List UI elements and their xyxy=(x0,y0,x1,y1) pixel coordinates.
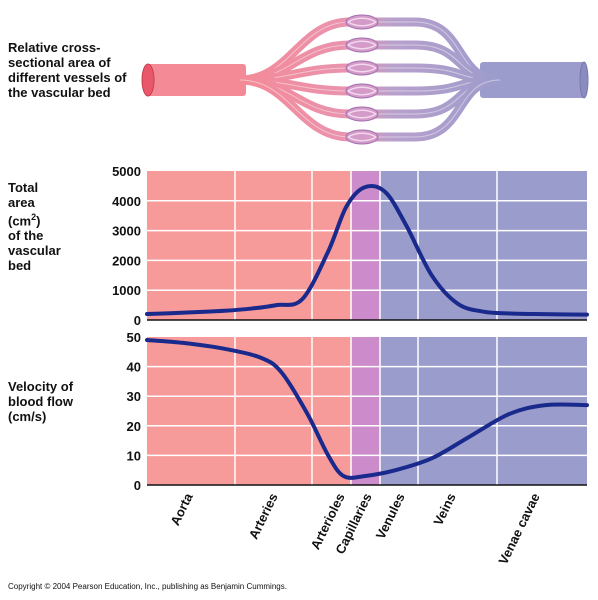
arterial-region xyxy=(147,171,351,320)
velocity-axis-label: Velocity of blood flow (cm/s) xyxy=(8,379,74,424)
y-tick-label-area: 5000 xyxy=(112,164,141,179)
y-tick-label-area: 2000 xyxy=(112,253,141,268)
area-label-line5: vascular xyxy=(8,243,61,259)
capillary-strand xyxy=(347,109,377,115)
area-label-superscript: 2 xyxy=(31,212,37,222)
y-tick-label-velocity: 20 xyxy=(127,419,141,434)
y-tick-label-velocity: 50 xyxy=(127,330,141,345)
vessel-branch-highlight xyxy=(239,44,501,81)
vessel-branch xyxy=(235,63,505,85)
capillary-strand xyxy=(347,67,377,73)
vessel-category-labels: Aorta Arteries ArteriolesCapillariesVenule… xyxy=(167,490,542,567)
area-label-line3a: (cm xyxy=(8,213,32,229)
vena-cava-end xyxy=(579,61,589,99)
y-tick-label-velocity: 40 xyxy=(127,360,141,375)
total-area-chart: 5000 4000 3000 2000 1000 0 xyxy=(112,164,589,328)
capillary-loop xyxy=(345,14,379,30)
vessel-branch xyxy=(235,75,505,96)
velocity-series-line xyxy=(145,337,589,480)
total-area-axis-label: Total area (cm2) of the vascular bed xyxy=(8,180,98,273)
capillary-region xyxy=(351,337,380,485)
area-label-line3b: ) xyxy=(36,213,41,229)
capillary-strand xyxy=(347,86,377,92)
capillary-strand xyxy=(347,90,377,96)
y-tick-label-velocity: 10 xyxy=(127,448,141,463)
vessel-branch xyxy=(235,75,505,142)
capillary-strand xyxy=(347,17,377,23)
capillary-strand xyxy=(347,21,377,27)
category-label-aorta: Aorta xyxy=(167,490,196,528)
capillary-strand xyxy=(347,132,377,138)
area-label-line6: bed xyxy=(8,258,32,274)
capillary-strand xyxy=(347,63,377,69)
area-label-line1: Total xyxy=(8,180,39,195)
category-label-venules: Venules xyxy=(373,491,408,542)
capillary-loop xyxy=(345,106,379,122)
y-tick-label-area: 4000 xyxy=(112,194,141,209)
vessel-branch-highlight xyxy=(239,67,501,81)
y-tick-label-area: 0 xyxy=(134,313,141,328)
vessel-branch xyxy=(235,40,505,85)
venous-region xyxy=(380,171,587,320)
capillary-strand xyxy=(347,40,377,46)
category-label-veins: Veins xyxy=(430,491,458,528)
vascular-bed-illustration xyxy=(141,14,589,145)
area-series-line xyxy=(145,184,589,317)
vena-cava-segment xyxy=(480,62,586,98)
y-tick-label-velocity: 0 xyxy=(134,478,141,493)
aorta-opening xyxy=(141,63,155,97)
capillary-loop xyxy=(345,37,379,53)
aorta-segment xyxy=(146,64,246,96)
category-label-arteries: Arteries xyxy=(246,491,281,542)
capillary-strand xyxy=(347,136,377,142)
y-tick-label-area: 1000 xyxy=(112,283,141,298)
arterial-region xyxy=(147,337,351,485)
category-label-venae-cavae: Venae cavae xyxy=(495,491,542,567)
y-tick-label-area: 3000 xyxy=(112,224,141,239)
capillary-strand xyxy=(347,44,377,50)
capillary-loop xyxy=(345,60,379,76)
vessel-branch-highlight xyxy=(239,79,501,92)
area-label-line2: area xyxy=(8,195,35,210)
venous-region xyxy=(380,337,587,485)
capillary-loop xyxy=(345,83,379,99)
capillary-strand xyxy=(347,113,377,119)
velocity-chart: 50 40 30 20 10 0 xyxy=(127,330,589,493)
vessels-diagram-label: Relative cross-sectional area of differe… xyxy=(8,40,127,100)
area-label-line4: of the xyxy=(8,228,44,244)
copyright-notice: Copyright © 2004 Pearson Education, Inc.… xyxy=(8,582,287,591)
y-tick-label-velocity: 30 xyxy=(127,389,141,404)
capillary-loop xyxy=(345,129,379,145)
vessel-branch-highlight xyxy=(239,79,501,138)
